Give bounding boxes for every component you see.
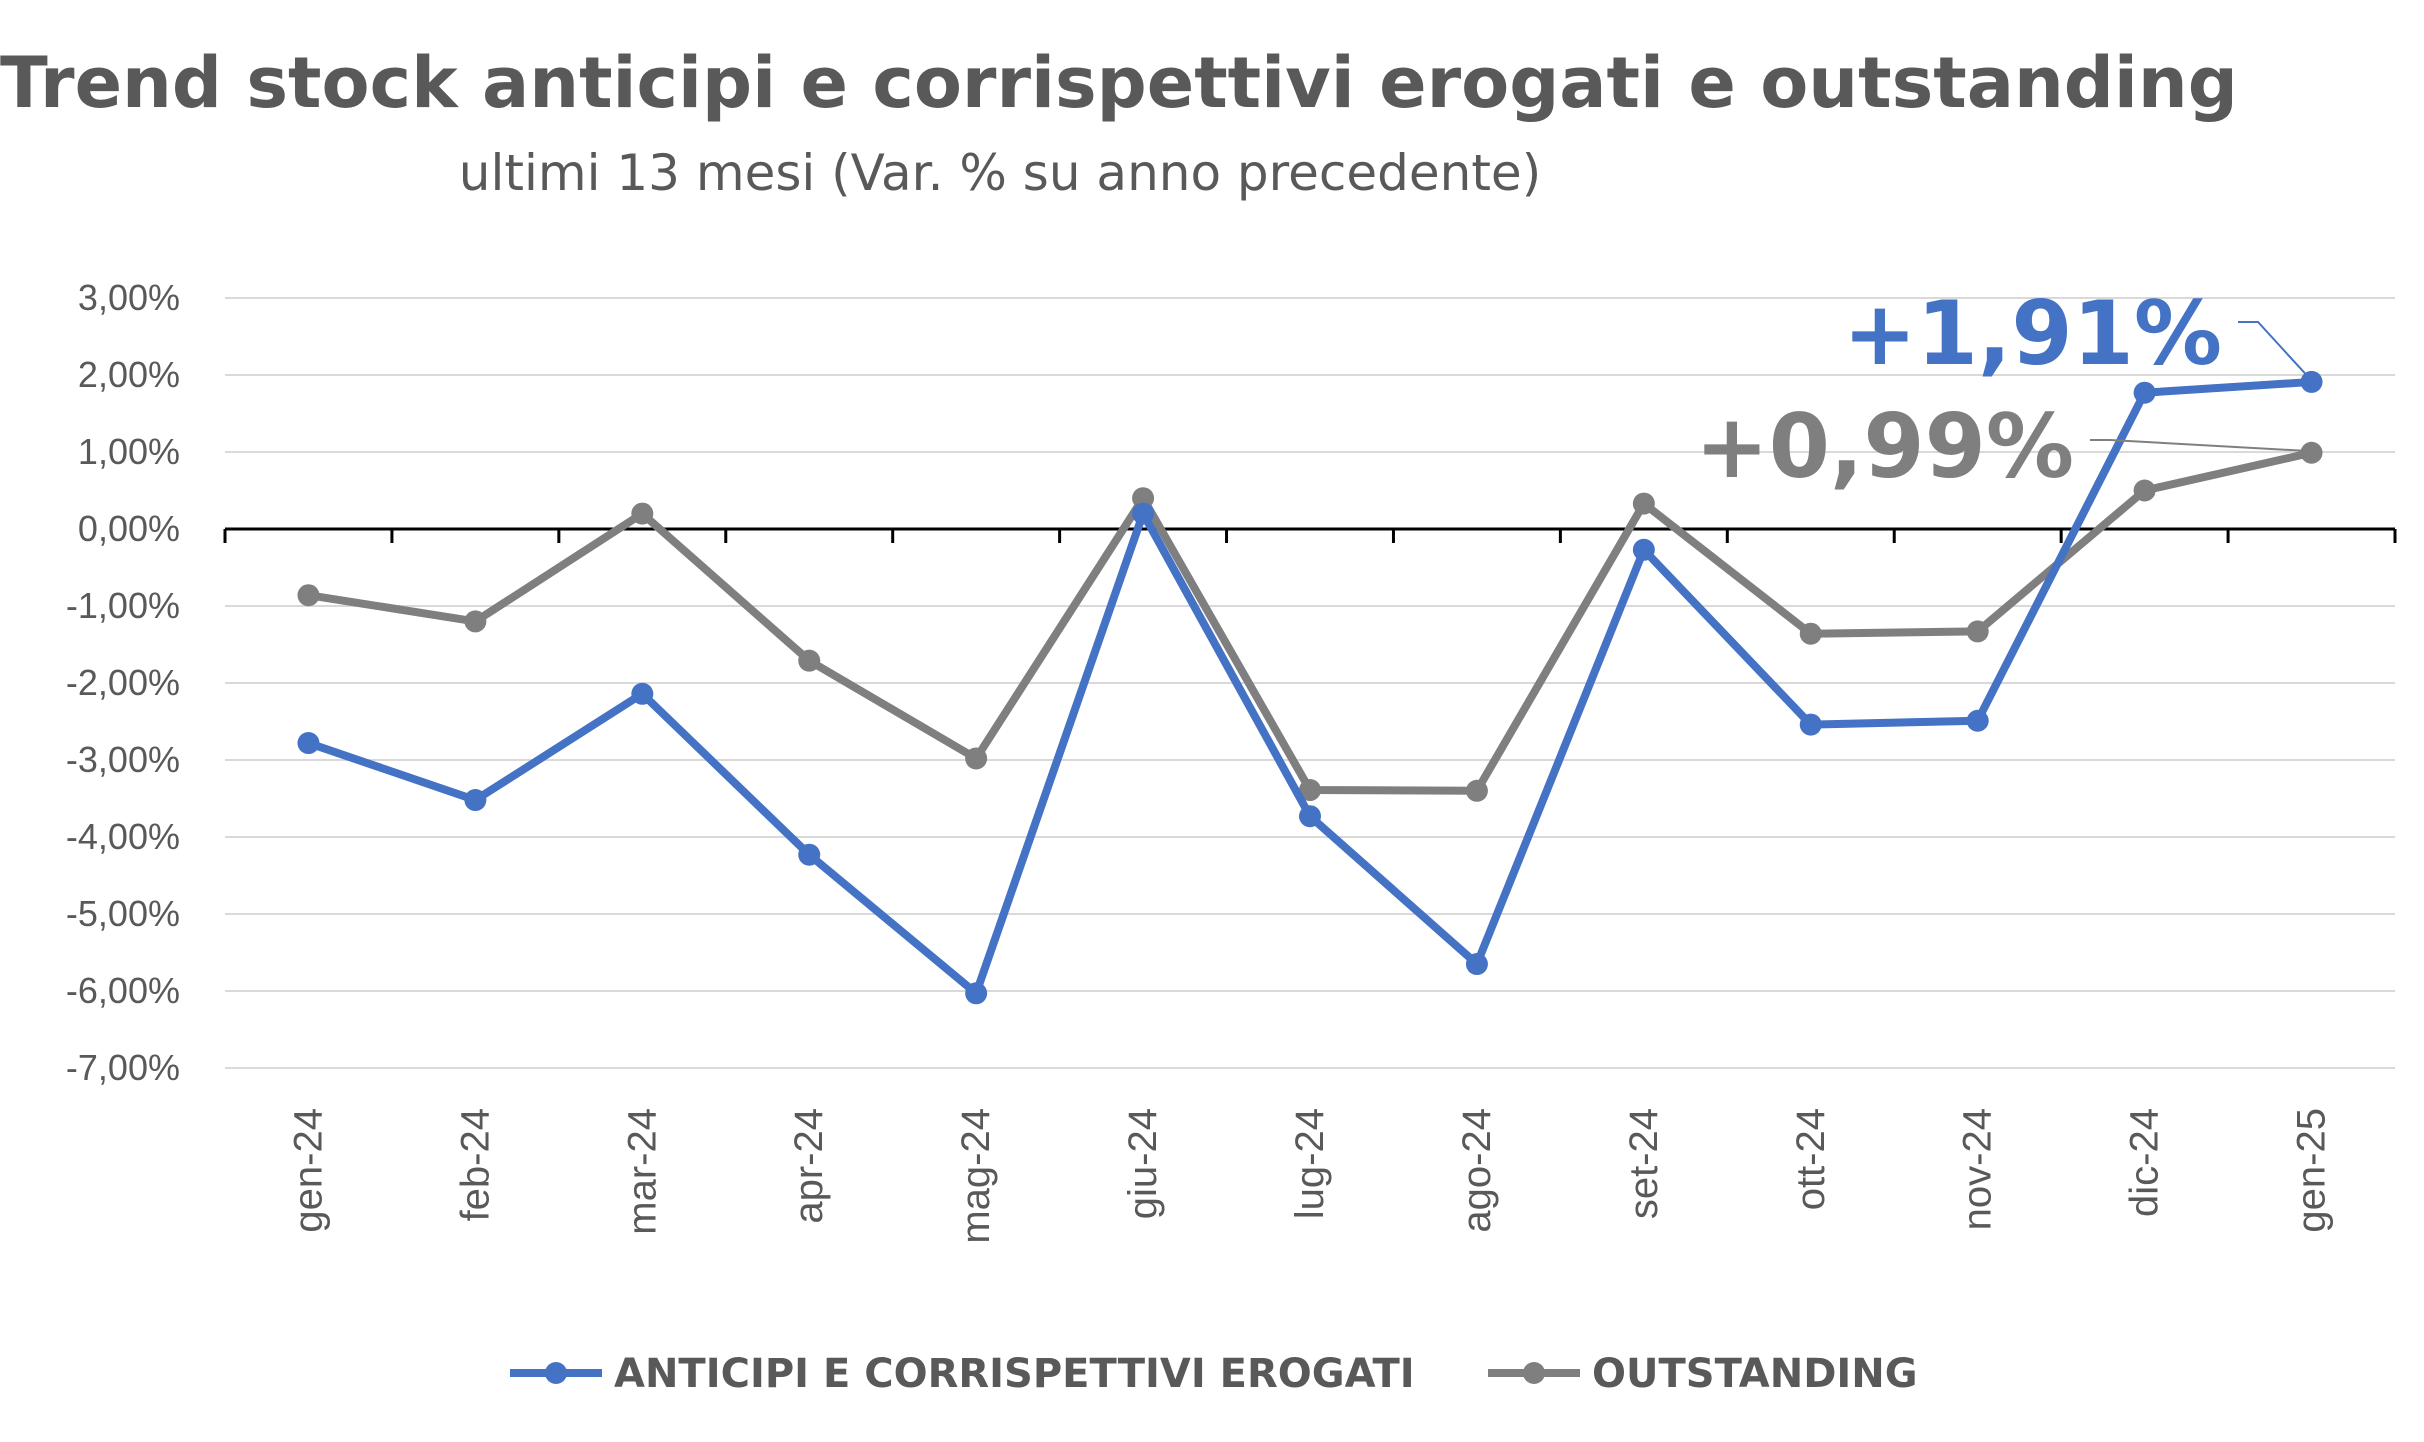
series-line-1 bbox=[307, 448, 2313, 795]
annotations: +1,91%+0,99% bbox=[1695, 282, 2307, 498]
annotation-label: +1,91% bbox=[1843, 282, 2222, 385]
x-tick-label: mag-24 bbox=[954, 1108, 998, 1244]
data-point bbox=[798, 843, 821, 866]
data-point bbox=[1966, 620, 1989, 643]
data-point bbox=[631, 502, 654, 525]
x-tick-label: mar-24 bbox=[620, 1108, 664, 1235]
x-tick-label: dic-24 bbox=[2123, 1108, 2167, 1217]
y-tick-label: -3,00% bbox=[66, 739, 180, 780]
x-tick-label: lug-24 bbox=[1288, 1108, 1332, 1219]
series-lines bbox=[297, 370, 2323, 1005]
x-tick-label: gen-24 bbox=[286, 1108, 330, 1233]
y-tick-label: -4,00% bbox=[66, 816, 180, 857]
y-tick-label: -5,00% bbox=[66, 893, 180, 934]
data-point bbox=[297, 732, 320, 755]
data-point bbox=[2133, 381, 2156, 404]
data-point bbox=[798, 649, 821, 672]
y-tick-label: 1,00% bbox=[78, 431, 180, 472]
y-tick-label: -6,00% bbox=[66, 970, 180, 1011]
x-axis bbox=[223, 527, 2397, 543]
data-point bbox=[464, 610, 487, 633]
x-axis-ticks: gen-24 feb-24 mar-24 apr-24 mag-24 giu-24 lug-… bbox=[286, 1108, 2333, 1244]
annotation-label: +0,99% bbox=[1695, 395, 2074, 498]
x-tick-label: apr-24 bbox=[787, 1108, 831, 1224]
y-tick-label: -1,00% bbox=[66, 585, 180, 626]
x-tick-label: ago-24 bbox=[1455, 1108, 1499, 1233]
data-point bbox=[1799, 713, 1822, 736]
chart-subtitle: ultimi 13 mesi (Var. % su anno precedent… bbox=[458, 144, 1542, 202]
y-tick-label: 3,00% bbox=[78, 277, 180, 318]
y-axis-ticks: 3,00% 2,00% 1,00% 0,00% -1,00% -2,00% -3,00% -4… bbox=[66, 277, 180, 1088]
data-point bbox=[1299, 779, 1321, 802]
data-point bbox=[1132, 502, 1155, 525]
y-tick-label: 2,00% bbox=[78, 354, 180, 395]
chart-title: Trend stock anticipi e corrispettivi ero… bbox=[0, 42, 2238, 124]
x-tick-label: feb-24 bbox=[453, 1108, 497, 1221]
data-point bbox=[631, 682, 654, 705]
data-point bbox=[1799, 622, 1822, 645]
data-point bbox=[1132, 487, 1155, 510]
y-tick-label: -2,00% bbox=[66, 662, 180, 703]
data-point bbox=[1632, 492, 1655, 515]
data-point bbox=[1465, 953, 1488, 976]
annotation-leader bbox=[2090, 439, 2304, 452]
data-point bbox=[1299, 805, 1321, 828]
x-tick-label: giu-24 bbox=[1121, 1108, 1165, 1219]
data-point bbox=[2300, 441, 2323, 464]
annotation-leader bbox=[2238, 321, 2307, 375]
data-point bbox=[965, 982, 988, 1005]
x-tick-label: ott-24 bbox=[1789, 1108, 1833, 1210]
x-tick-label: gen-25 bbox=[2290, 1108, 2334, 1233]
x-tick-label: nov-24 bbox=[1956, 1108, 2000, 1230]
data-point bbox=[464, 789, 487, 812]
legend-label: ANTICIPI E CORRISPETTIVI EROGATI bbox=[614, 1351, 1415, 1397]
legend-swatch-marker bbox=[545, 1362, 567, 1384]
y-tick-label: 0,00% bbox=[78, 508, 180, 549]
data-point bbox=[1632, 538, 1655, 561]
data-point bbox=[297, 584, 320, 607]
data-point bbox=[1465, 779, 1488, 802]
data-point bbox=[1966, 709, 1989, 732]
legend-swatch-marker bbox=[1523, 1362, 1545, 1384]
data-point bbox=[965, 747, 988, 770]
data-point bbox=[2300, 370, 2323, 393]
x-tick-label: set-24 bbox=[1622, 1108, 1666, 1219]
data-point bbox=[2133, 479, 2156, 502]
legend-label: OUTSTANDING bbox=[1592, 1351, 1918, 1397]
y-tick-label: -7,00% bbox=[66, 1047, 180, 1088]
legend: ANTICIPI E CORRISPETTIVI EROGATI OUTSTAND… bbox=[510, 1351, 1918, 1397]
